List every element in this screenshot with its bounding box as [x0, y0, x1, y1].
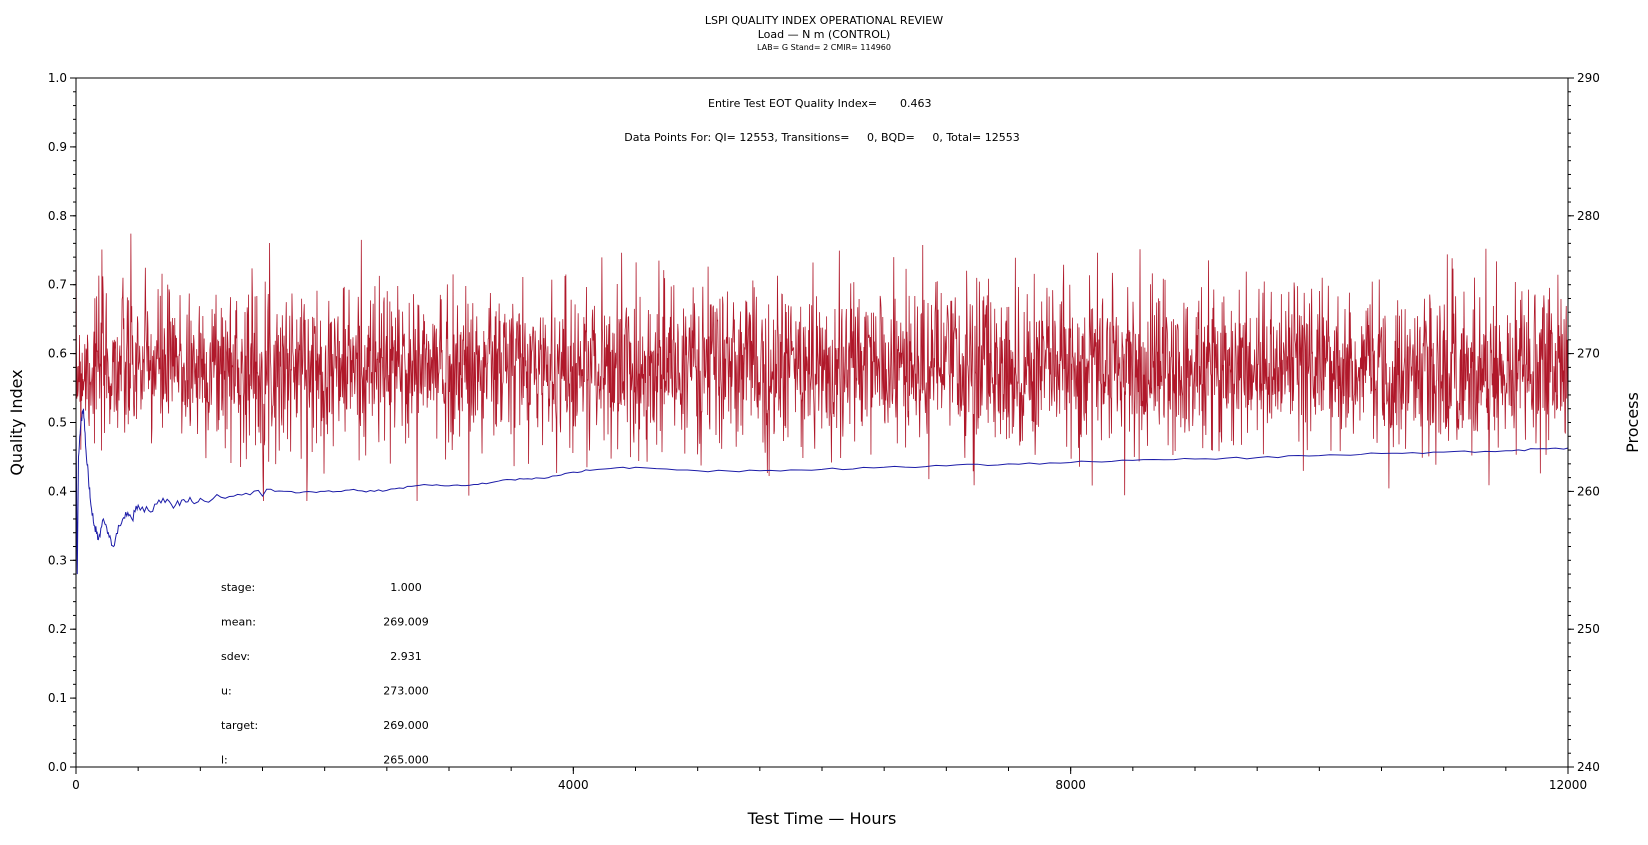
y-right-tick-label: 240	[1577, 760, 1600, 774]
x-tick-label: 8000	[1055, 778, 1086, 792]
y-left-tick-label: 0.1	[48, 691, 67, 705]
y-right-axis-title: Process	[1623, 392, 1642, 453]
y-left-tick-label: 0.7	[48, 278, 67, 292]
y-left-tick-label: 0.5	[48, 416, 67, 430]
y-right-tick-label: 250	[1577, 622, 1600, 636]
y-right-tick-label: 280	[1577, 209, 1600, 223]
eot-quality-value: 0.463	[900, 97, 932, 110]
y-left-axis-title: Quality Index	[7, 369, 26, 475]
x-axis-title: Test Time — Hours	[747, 809, 897, 828]
stat-label: l:	[221, 754, 228, 767]
chart-info-line: LAB= G Stand= 2 CMIR= 114960	[757, 43, 891, 52]
stat-label: mean:	[221, 616, 256, 629]
chart-subtitle: Load — N m (CONTROL)	[757, 28, 891, 41]
stats-table: stage: 1.000 mean: 269.009 sdev: 2.931 u: 273.0…	[221, 581, 429, 767]
chart-header: LSPI QUALITY INDEX OPERATIONAL REVIEW Lo…	[0, 14, 1648, 53]
stat-label: u:	[221, 685, 232, 698]
x-tick-label: 12000	[1549, 778, 1587, 792]
stat-value: 2.931	[390, 650, 422, 663]
y-left-tick-label: 0.9	[48, 140, 67, 154]
y-right-tick-label: 290	[1577, 71, 1600, 85]
y-right-tick-label: 260	[1577, 484, 1600, 498]
stat-value: 269.009	[383, 616, 429, 629]
y-left-tick-label: 0.4	[48, 484, 67, 498]
y-left-tick-label: 0.3	[48, 553, 67, 567]
process-series-line	[75, 210, 1569, 502]
stat-label: sdev:	[221, 650, 250, 663]
y-left-tick-label: 0.2	[48, 622, 67, 636]
y-right-tick-label: 270	[1577, 347, 1600, 361]
quality-index-line	[75, 408, 1569, 575]
y-left-tick-label: 1.0	[48, 71, 67, 85]
stat-value: 265.000	[383, 754, 429, 767]
stat-value: 1.000	[390, 581, 422, 594]
stat-label: stage:	[221, 581, 255, 594]
quality-index-series	[75, 408, 1569, 575]
stat-label: target:	[221, 719, 258, 732]
process-series	[75, 210, 1569, 502]
axes: 0.0 0.1 0.2 0.3 0.4 0.5 0.6 0.7 0.8 0.9 1.0 240 250 2…	[7, 71, 1642, 828]
stat-value: 273.000	[383, 685, 429, 698]
chart-title: LSPI QUALITY INDEX OPERATIONAL REVIEW	[704, 14, 944, 27]
data-points-summary: Data Points For: QI= 12553, Transitions=…	[624, 131, 1019, 144]
x-tick-label: 4000	[558, 778, 589, 792]
eot-quality-label: Entire Test EOT Quality Index=	[708, 97, 877, 110]
y-left-tick-label: 0.8	[48, 209, 67, 223]
x-tick-label: 0	[72, 778, 80, 792]
y-left-tick-label: 0.0	[48, 760, 67, 774]
stat-value: 269.000	[383, 719, 429, 732]
y-left-tick-label: 0.6	[48, 347, 67, 361]
